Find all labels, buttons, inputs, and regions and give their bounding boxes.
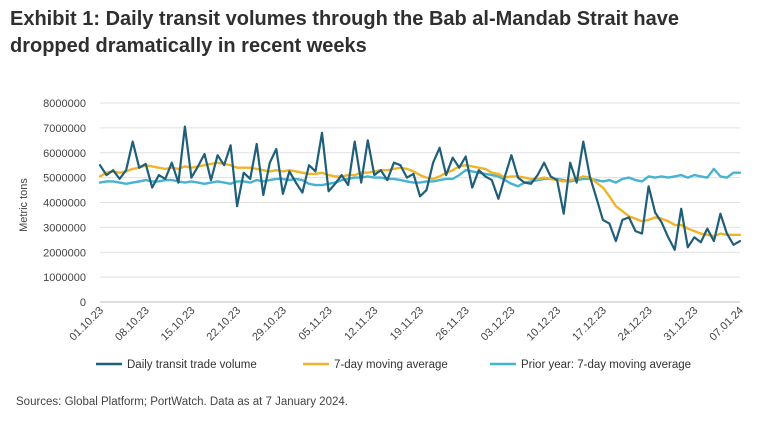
y-tick-label: 5000000 [43,173,86,185]
x-axis-ticks: 01.10.23 08.10.23 15.10.23 22.10.23 29.10.23… [67,305,746,344]
x-tick-label: 26.11.23 [434,305,472,343]
source-note: Sources: Global Platform; PortWatch. Dat… [16,396,348,408]
gridlines [100,102,740,303]
y-tick-label: 0 [80,297,86,309]
y-tick-label: 4000000 [43,198,86,210]
legend-label: Prior year: 7-day moving average [521,359,691,371]
y-tick-label: 2000000 [43,247,86,259]
x-tick-label: 31.12.23 [662,305,701,344]
x-tick-label: 17.12.23 [570,305,609,344]
x-tick-label: 10.12.23 [524,305,563,344]
x-tick-label: 24.12.23 [616,305,655,344]
y-axis-ticks: 0 1000000 2000000 3000000 4000000 5000000 6000… [43,98,86,309]
y-tick-label: 7000000 [43,123,86,135]
x-tick-label: 05.11.23 [296,305,334,343]
chart-title: Exhibit 1: Daily transit volumes through… [10,8,680,57]
y-tick-label: 8000000 [43,98,86,110]
x-tick-label: 29.10.23 [250,305,289,344]
y-tick-label: 6000000 [43,148,86,160]
x-tick-label: 03.12.23 [479,305,518,344]
y-tick-label: 3000000 [43,222,86,234]
x-tick-label: 19.11.23 [388,305,426,343]
x-tick-label: 15.10.23 [159,305,198,344]
legend: Daily transit trade volume 7-day moving a… [96,359,691,371]
series-lines [98,125,742,251]
legend-label: Daily transit trade volume [127,359,257,371]
x-tick-label: 08.10.23 [113,305,152,344]
y-axis-label: Metric tons [18,178,30,232]
x-tick-label: 07.01.24 [707,305,746,344]
series-line-2 [98,167,742,188]
x-tick-label: 01.10.23 [67,305,106,344]
y-tick-label: 1000000 [43,272,86,284]
series-line-0 [98,125,742,251]
legend-label: 7-day moving average [334,359,448,371]
x-tick-label: 12.11.23 [342,305,380,343]
x-tick-label: 22.10.23 [204,305,243,344]
